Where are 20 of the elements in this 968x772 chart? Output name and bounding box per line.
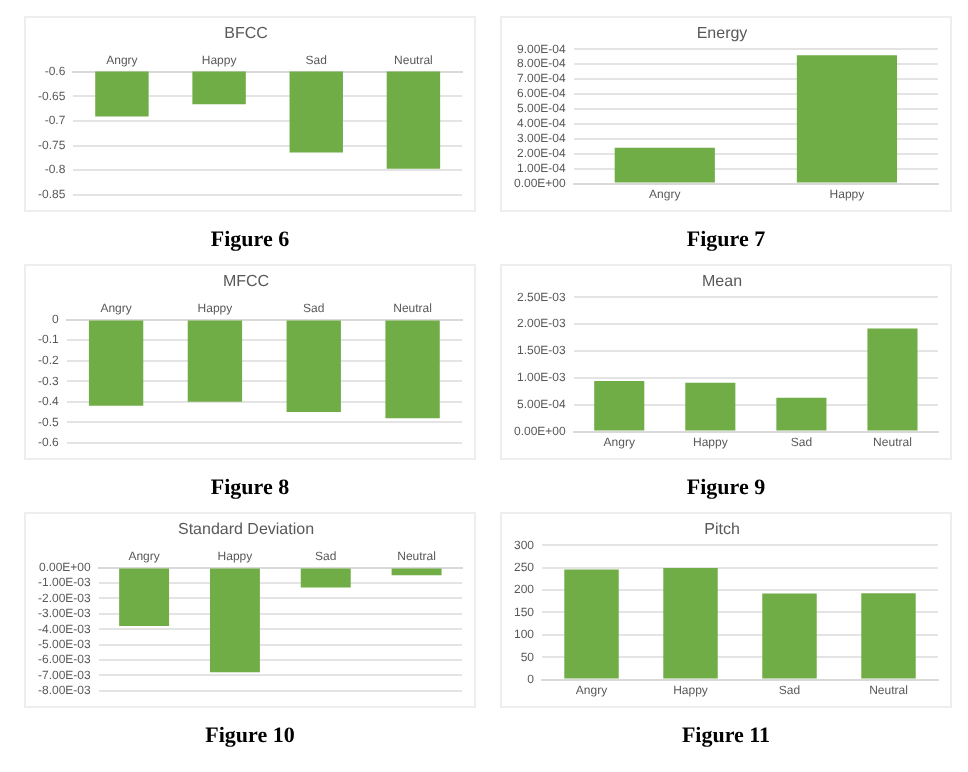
bar	[685, 382, 736, 431]
bar	[867, 328, 918, 431]
chart-title: BFCC	[224, 24, 269, 43]
chart-title: Standard Deviation	[177, 520, 315, 539]
bar	[564, 569, 619, 679]
chart-title: MFCC	[222, 272, 270, 291]
caption: Figure 7	[684, 228, 768, 252]
chart-title: Mean	[701, 272, 743, 291]
bar	[594, 381, 645, 431]
caption: Figure 6	[208, 228, 292, 252]
caption: Figure 11	[679, 724, 773, 748]
chart-title: Pitch	[704, 520, 740, 539]
bar	[762, 593, 817, 679]
caption: Figure 8	[208, 476, 292, 500]
bar	[776, 397, 827, 431]
chart-title: Energy	[696, 24, 748, 43]
caption: Figure 9	[684, 476, 768, 500]
bar	[663, 568, 718, 679]
bar	[861, 593, 916, 679]
caption: Figure 10	[203, 724, 297, 748]
